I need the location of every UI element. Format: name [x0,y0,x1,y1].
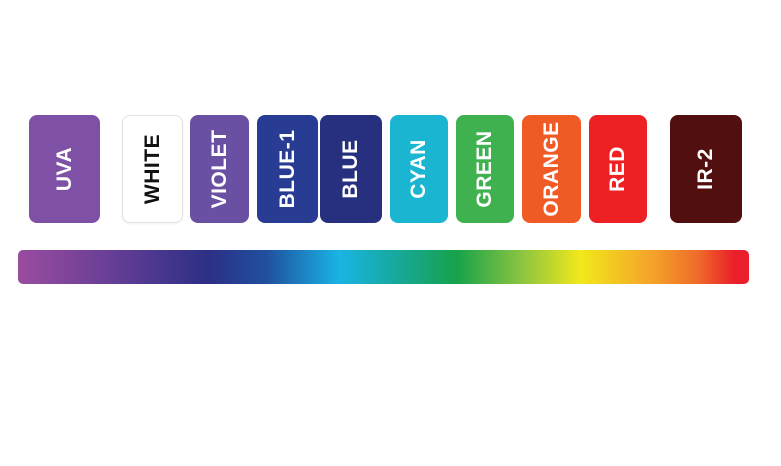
band-ir-2: IR-2 [670,115,742,223]
band-green: GREEN [456,115,514,223]
band-label-blue-1: BLUE-1 [275,129,299,209]
band-blue-1: BLUE-1 [257,115,318,223]
band-label-ir-2: IR-2 [694,148,717,190]
band-label-cyan: CYAN [407,139,430,199]
band-label-violet: VIOLET [207,129,231,209]
band-uva: UVA [29,115,100,223]
band-violet: VIOLET [190,115,249,223]
band-red: RED [589,115,647,223]
band-label-green: GREEN [473,130,496,208]
band-label-uva: UVA [52,146,76,192]
band-label-blue: BLUE [339,139,362,199]
band-cyan: CYAN [390,115,448,223]
band-label-white: WHITE [140,133,164,205]
band-label-red: RED [606,146,629,192]
band-label-orange: ORANGE [539,121,563,217]
spectrum-gradient-bar [18,250,749,284]
band-white: WHITE [122,115,183,223]
band-blue: BLUE [320,115,382,223]
band-orange: ORANGE [522,115,581,223]
